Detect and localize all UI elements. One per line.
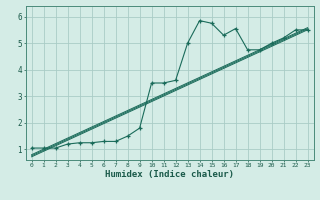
X-axis label: Humidex (Indice chaleur): Humidex (Indice chaleur) — [105, 170, 234, 179]
